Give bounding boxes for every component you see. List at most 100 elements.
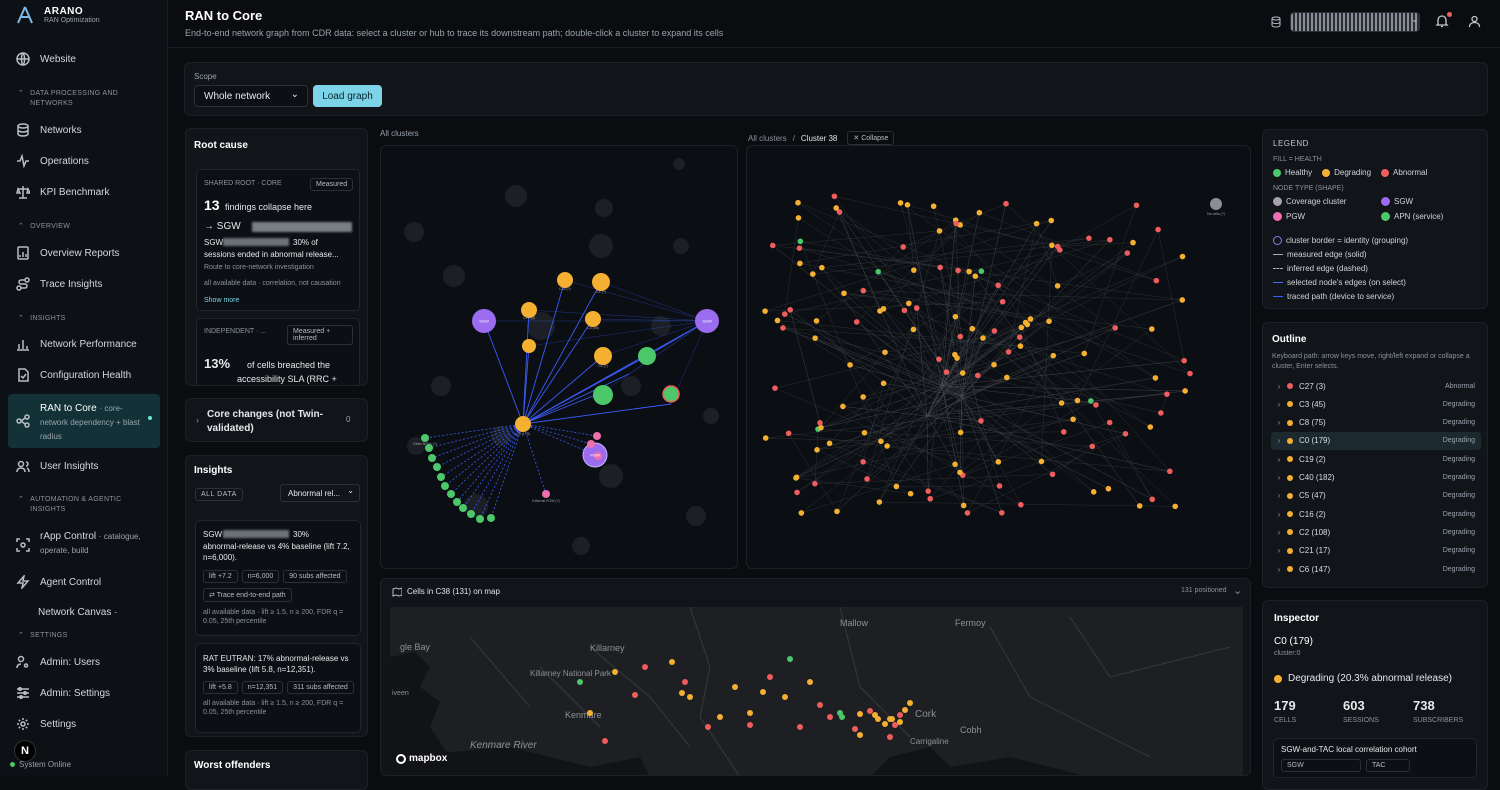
- nav-admin-users[interactable]: Admin: Users: [8, 649, 160, 675]
- legend-line-label: cluster border = identity (grouping): [1286, 236, 1409, 245]
- collapse-button[interactable]: ✕ Collapse: [847, 131, 895, 145]
- show-more-link[interactable]: Show more: [204, 297, 240, 304]
- measured-edge: [856, 224, 961, 323]
- nav-website[interactable]: Website: [8, 46, 160, 72]
- core-changes-panel[interactable]: › Core changes (not Twin-validated) 0: [185, 398, 368, 442]
- measured-edge: [836, 329, 914, 512]
- cell-node: [999, 298, 1006, 305]
- dataset-selector[interactable]: [1290, 12, 1420, 32]
- section-settings: ⌃ SETTINGS: [18, 632, 68, 639]
- root-target: → SGW: [204, 221, 241, 232]
- outline-row[interactable]: › C0 (179) Degrading: [1271, 431, 1481, 450]
- nav-network-performance[interactable]: Network Performance: [8, 331, 160, 357]
- cell-node: [991, 361, 997, 368]
- apn-node: [638, 347, 656, 365]
- nav-settings[interactable]: Settings: [8, 711, 160, 737]
- nav-overview-reports[interactable]: Overview Reports: [8, 240, 160, 266]
- bell-icon[interactable]: [1435, 14, 1449, 28]
- outline-row[interactable]: › C40 (182) Degrading: [1271, 469, 1481, 487]
- insight-footnote: all available data · lift ≥ 1.5, n ≥ 200…: [203, 700, 344, 716]
- load-graph-button[interactable]: Load graph: [313, 85, 382, 107]
- insight-card[interactable]: SGW 30% abnormal-release vs 4% baseline …: [195, 520, 361, 636]
- nav-network-canvas[interactable]: Network Canvas ·: [8, 602, 160, 622]
- outline-row[interactable]: › C21 (17) Degrading: [1271, 542, 1481, 560]
- outline-row[interactable]: › C2 (108) Degrading: [1271, 523, 1481, 541]
- nav-ran-to-core[interactable]: RAN to Core · core-network dependency + …: [8, 394, 160, 448]
- filter-all-data[interactable]: ALL DATA: [195, 488, 243, 501]
- insight-sgw: SGW: [203, 530, 223, 539]
- outline-row[interactable]: › C6 (147) Degrading: [1271, 560, 1481, 578]
- chevron-down-icon[interactable]: ⌄: [1233, 585, 1243, 597]
- measured-edge: [816, 415, 928, 451]
- inactive-cluster-node: [673, 238, 689, 254]
- inferred-edge: [431, 423, 524, 459]
- nav-kpi-benchmark[interactable]: KPI Benchmark: [8, 179, 160, 205]
- trace-path-button[interactable]: ⇄ Trace end-to-end path: [203, 588, 292, 602]
- apn-node: [437, 473, 445, 481]
- measured-edge: [842, 364, 995, 407]
- legend-line-label: selected node's edges (on select): [1287, 278, 1406, 287]
- cell-node: [1122, 431, 1129, 437]
- outline-row[interactable]: › C5 (47) Degrading: [1271, 487, 1481, 505]
- cell-node: [861, 429, 868, 436]
- avatar[interactable]: N: [14, 740, 36, 762]
- outline-row[interactable]: › C16 (2) Degrading: [1271, 505, 1481, 523]
- outline-help: Keyboard path: arrow keys move, right/le…: [1272, 353, 1470, 370]
- user-icon[interactable]: [1468, 15, 1481, 28]
- inferred-edge: [424, 423, 524, 439]
- map-place-label: gle Bay: [400, 642, 431, 652]
- inactive-cluster-node: [491, 426, 511, 446]
- scope-select[interactable]: Whole network ⌄: [194, 85, 308, 107]
- map-svg[interactable]: Mallow Fermoy gle Bay Killarney Killarney Na…: [390, 607, 1243, 776]
- nav-networks[interactable]: Networks: [8, 117, 160, 143]
- breach-line2: accessibility SLA (RRC +: [237, 374, 337, 384]
- root-cause-card-shared[interactable]: SHARED ROOT · CORE Measured 13 findings …: [196, 169, 360, 311]
- cell-node: [1086, 235, 1092, 241]
- traced-edge: [522, 318, 594, 425]
- cluster-graph-canvas[interactable]: C18 (?) C4 (?) C27 (3) C3 (45) C4 (?) C0 (179…: [380, 145, 738, 569]
- outline-row[interactable]: › C27 (3) Abnormal: [1271, 377, 1481, 395]
- measured-edge: [956, 322, 1026, 359]
- node-label: No cells (?): [1207, 212, 1225, 216]
- outline-row[interactable]: › C8 (75) Degrading: [1271, 414, 1481, 432]
- nav-configuration-health[interactable]: Configuration Health: [8, 362, 160, 388]
- nav-trace-insights[interactable]: Trace Insights: [8, 271, 160, 297]
- outline-row[interactable]: › C3 (45) Degrading: [1271, 395, 1481, 413]
- cell-node: [819, 264, 825, 271]
- nav-sub-label: · core-network dependency + blast radius: [40, 404, 140, 441]
- nav-rapp-control[interactable]: rApp Control · catalogue, operate, build: [8, 530, 160, 560]
- cell-graph-svg[interactable]: No cells (?): [747, 146, 1251, 569]
- breadcrumb-root[interactable]: All clusters: [748, 133, 787, 143]
- insight-card[interactable]: RAT EUTRAN: 17% abnormal-release vs 3% b…: [195, 643, 361, 733]
- nav-admin-settings[interactable]: Admin: Settings: [8, 680, 160, 706]
- root-cause-card-independent[interactable]: INDEPENDENT · ... Measured + inferred 13…: [196, 318, 360, 385]
- cell-graph-canvas[interactable]: No cells (?): [746, 145, 1251, 569]
- nav-user-insights[interactable]: User Insights: [8, 453, 160, 479]
- measured-edge: [772, 245, 982, 272]
- cell-node: [1112, 325, 1118, 331]
- selected-edge: [602, 320, 708, 357]
- inactive-cluster-node: [686, 506, 706, 526]
- nav-operations[interactable]: Operations: [8, 148, 160, 174]
- collapse-label: Collapse: [861, 135, 889, 142]
- map-canvas[interactable]: Mallow Fermoy gle Bay Killarney Killarney Na…: [390, 607, 1243, 776]
- cluster-graph-svg[interactable]: C18 (?) C4 (?) C27 (3) C3 (45) C4 (?) C0 (179…: [381, 146, 738, 569]
- cell-node: [1060, 429, 1067, 435]
- outline-row-name: C40 (182): [1299, 473, 1335, 482]
- measured-edge: [879, 501, 1176, 507]
- measured-edge: [887, 420, 982, 447]
- cell-node: [796, 245, 803, 252]
- node-label: C4 (?): [596, 290, 606, 294]
- measured-edge: [962, 242, 1134, 374]
- node-label: Other NFNs (?): [413, 442, 437, 446]
- outline-row[interactable]: › C19 (2) Degrading: [1271, 450, 1481, 468]
- nav-agent-control[interactable]: Agent Control: [8, 569, 160, 595]
- cohort-card[interactable]: SGW-and-TAC local correlation cohort SGW…: [1273, 738, 1477, 778]
- water-area: [872, 747, 1082, 775]
- measured-edge: [863, 327, 1116, 398]
- cell-node: [1049, 242, 1055, 249]
- map-place-label: Killarney: [590, 643, 625, 653]
- insight-type-select[interactable]: Abnormal rel... ⌄: [280, 484, 360, 502]
- inactive-cluster-node: [673, 158, 685, 170]
- nav-label: Configuration Health: [40, 369, 132, 381]
